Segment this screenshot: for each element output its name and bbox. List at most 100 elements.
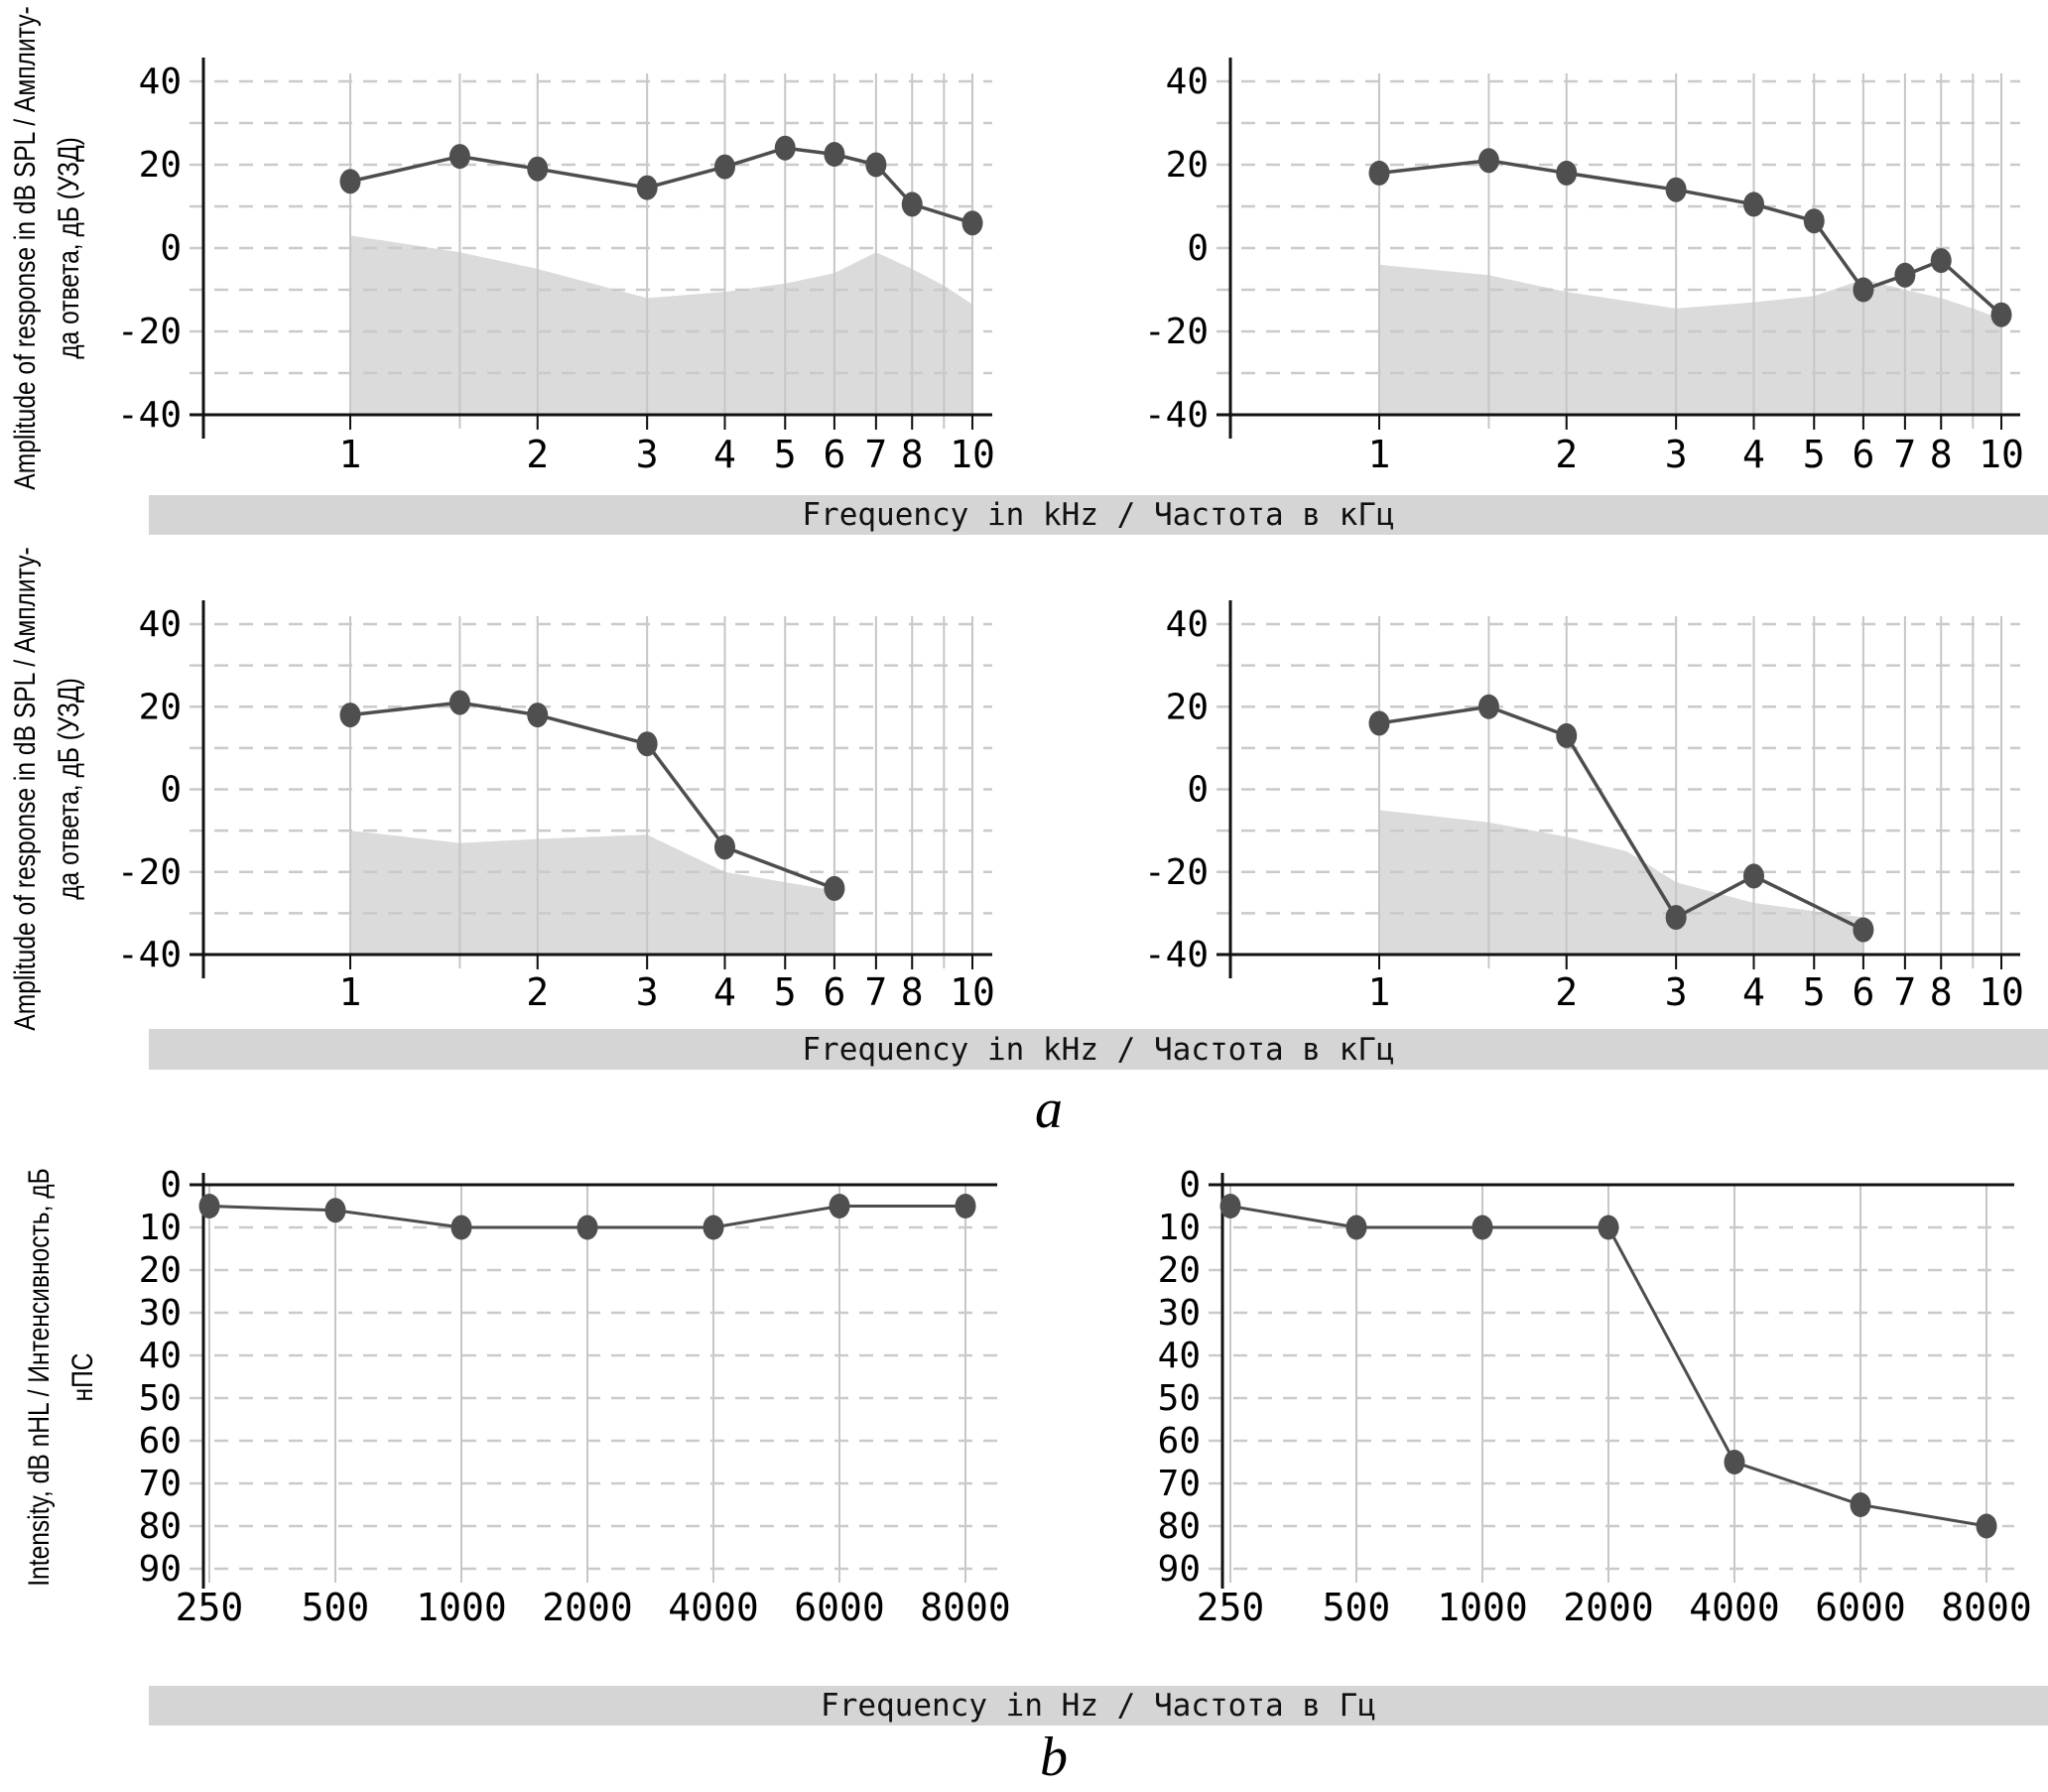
svg-text:60: 60 [1158,1421,1201,1462]
svg-text:60: 60 [139,1421,182,1462]
svg-text:40: 40 [139,1336,182,1376]
svg-text:1000: 1000 [1437,1586,1528,1629]
svg-text:7: 7 [864,970,887,1014]
svg-text:8: 8 [1930,433,1953,476]
svg-text:20: 20 [1166,687,1209,727]
svg-text:30: 30 [1158,1293,1201,1334]
svg-text:20: 20 [1166,145,1209,186]
y-axis-label-row2-line1: Amplitude of response in dB SPL / Амплит… [9,547,42,1031]
svg-text:0: 0 [1187,770,1209,811]
svg-text:90: 90 [139,1549,182,1590]
svg-text:0: 0 [160,228,182,269]
svg-text:20: 20 [139,687,182,727]
y-axis-label-row2-line2: да ответа, дБ (УЗД) [53,678,85,900]
svg-text:50: 50 [1158,1378,1201,1419]
svg-text:5: 5 [774,970,797,1014]
svg-text:7: 7 [864,433,887,476]
svg-text:1: 1 [339,433,362,476]
svg-text:500: 500 [302,1586,370,1629]
svg-text:1: 1 [1368,970,1391,1014]
oae-middle-left: 1 2 3 4 5 6 7 8 10 40 20 0 -20 -40 [117,600,995,1014]
svg-text:80: 80 [1158,1506,1201,1547]
svg-text:1: 1 [339,970,362,1014]
svg-text:10: 10 [1979,970,2024,1014]
noise-floor-area [350,235,972,415]
y-axis-label-row1-line2: да ответа, дБ (УЗД) [53,137,85,359]
svg-text:2: 2 [526,970,549,1014]
svg-text:10: 10 [139,1208,182,1248]
svg-text:4000: 4000 [1689,1586,1780,1629]
svg-text:250: 250 [1197,1586,1265,1629]
svg-text:5: 5 [1803,433,1826,476]
svg-text:7: 7 [1893,433,1916,476]
svg-text:40: 40 [1158,1336,1201,1376]
svg-text:20: 20 [139,145,182,186]
svg-text:40: 40 [139,604,182,645]
svg-text:3: 3 [1665,970,1688,1014]
svg-text:0: 0 [1179,1165,1201,1206]
svg-text:30: 30 [139,1293,182,1334]
section-label-a: a [1035,1079,1063,1140]
svg-text:50: 50 [139,1378,182,1419]
svg-text:20: 20 [139,1250,182,1291]
svg-text:10: 10 [1979,433,2024,476]
svg-text:5: 5 [1803,970,1826,1014]
x-axis-band-row1: Frequency in kHz / Частота в кГц [149,495,2048,535]
svg-text:8000: 8000 [920,1586,1011,1629]
svg-text:40: 40 [1166,62,1209,102]
svg-text:4: 4 [713,970,736,1014]
svg-text:6000: 6000 [1815,1586,1906,1629]
y-axis-label-row3-line2: нПС [66,1352,99,1402]
svg-text:40: 40 [139,62,182,102]
svg-text:5: 5 [774,433,797,476]
svg-text:40: 40 [1166,604,1209,645]
svg-text:90: 90 [1158,1549,1201,1590]
svg-text:2: 2 [1555,970,1578,1014]
svg-text:2: 2 [526,433,549,476]
svg-text:3: 3 [636,433,659,476]
svg-text:6000: 6000 [794,1586,885,1629]
svg-text:-20: -20 [117,852,182,893]
svg-text:6: 6 [1852,433,1874,476]
svg-text:2000: 2000 [1563,1586,1654,1629]
svg-text:-40: -40 [1144,395,1209,436]
svg-text:3: 3 [636,970,659,1014]
svg-text:8: 8 [1930,970,1953,1014]
svg-text:70: 70 [1158,1464,1201,1504]
oae-top-left: 1 2 3 4 5 6 7 8 10 40 20 0 -20 -40 [117,58,995,476]
svg-text:3: 3 [1665,433,1688,476]
svg-text:2000: 2000 [542,1586,633,1629]
y-axis-label-row3-line1: Intensity, dB nHL / Интенсивность, дБ [23,1168,56,1587]
svg-text:-20: -20 [117,312,182,352]
svg-text:6: 6 [823,970,845,1014]
svg-text:6: 6 [823,433,845,476]
svg-text:-20: -20 [1144,852,1209,893]
svg-text:4: 4 [1742,433,1765,476]
svg-text:6: 6 [1852,970,1874,1014]
noise-floor-area [1379,810,1863,955]
oae-middle-right: 1 2 3 4 5 6 7 8 10 40 20 0 -20 -40 [1144,600,2024,1014]
x-axis-band-row3: Frequency in Hz / Частота в Гц [149,1686,2048,1726]
x-axis-band-row2: Frequency in kHz / Частота в кГц [149,1029,2048,1070]
svg-text:8000: 8000 [1941,1586,2032,1629]
svg-text:8: 8 [901,970,924,1014]
svg-text:-40: -40 [117,935,182,975]
svg-text:8: 8 [901,433,924,476]
oae-top-right: 1 2 3 4 5 6 7 8 10 40 20 0 -20 -40 [1144,58,2024,476]
svg-text:4: 4 [1742,970,1765,1014]
svg-text:10: 10 [1158,1208,1201,1248]
svg-text:4: 4 [713,433,736,476]
svg-text:0: 0 [1187,228,1209,269]
svg-text:10: 10 [950,433,995,476]
svg-text:7: 7 [1893,970,1916,1014]
svg-text:2: 2 [1555,433,1578,476]
y-axis-label-row1-line1: Amplitude of response in dB SPL / Амплит… [9,6,42,490]
noise-floor-area [1379,264,2001,415]
noise-floor-area [350,831,834,955]
svg-text:-40: -40 [1144,935,1209,975]
section-label-b: b [1040,1727,1068,1788]
